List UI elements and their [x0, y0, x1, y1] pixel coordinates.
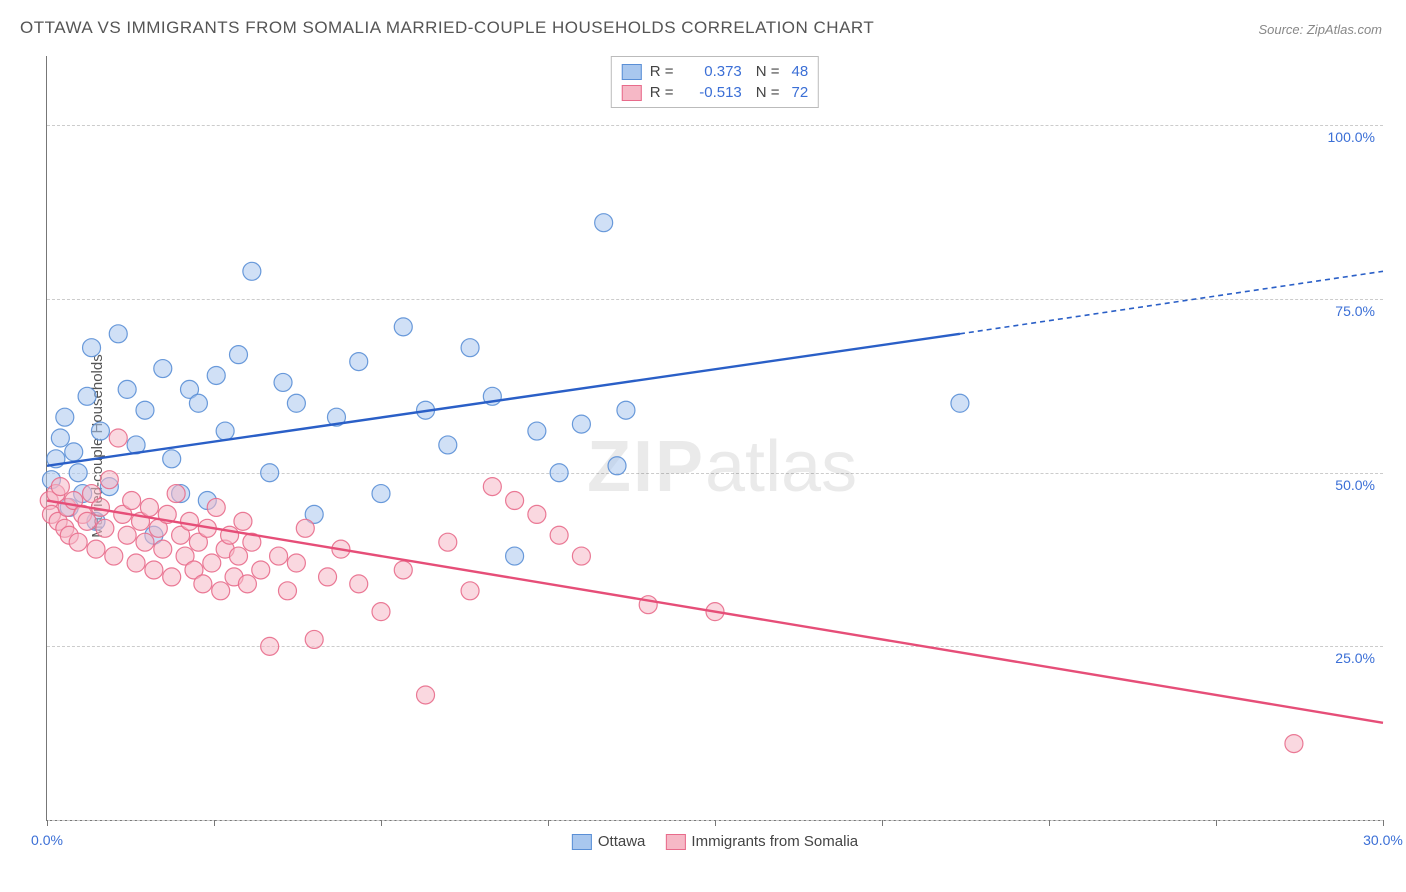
legend-row-somalia: R = -0.513 N = 72 — [622, 82, 808, 103]
legend-label-somalia: Immigrants from Somalia — [691, 833, 858, 850]
n-label: N = — [756, 63, 780, 80]
r-value-somalia: -0.513 — [686, 84, 742, 101]
n-label: N = — [756, 84, 780, 101]
swatch-ottawa — [572, 834, 592, 850]
legend-label-ottawa: Ottawa — [598, 833, 646, 850]
swatch-ottawa — [622, 64, 642, 80]
legend-row-ottawa: R = 0.373 N = 48 — [622, 61, 808, 82]
swatch-somalia — [665, 834, 685, 850]
correlation-legend: R = 0.373 N = 48 R = -0.513 N = 72 — [611, 56, 819, 108]
r-value-ottawa: 0.373 — [686, 63, 742, 80]
plot-area: 25.0%50.0%75.0%100.0% 0.0%30.0% ZIPatlas… — [46, 56, 1383, 821]
legend-item-ottawa: Ottawa — [572, 833, 646, 850]
n-value-ottawa: 48 — [792, 63, 809, 80]
source-attribution: Source: ZipAtlas.com — [1258, 22, 1382, 37]
series-legend: Ottawa Immigrants from Somalia — [572, 833, 858, 850]
chart-svg — [47, 56, 1383, 820]
n-value-somalia: 72 — [792, 84, 809, 101]
r-label: R = — [650, 63, 678, 80]
x-tick-label: 0.0% — [31, 832, 63, 848]
swatch-somalia — [622, 85, 642, 101]
chart-title: OTTAWA VS IMMIGRANTS FROM SOMALIA MARRIE… — [20, 18, 874, 38]
x-tick-label: 30.0% — [1363, 832, 1403, 848]
r-label: R = — [650, 84, 678, 101]
legend-item-somalia: Immigrants from Somalia — [665, 833, 858, 850]
